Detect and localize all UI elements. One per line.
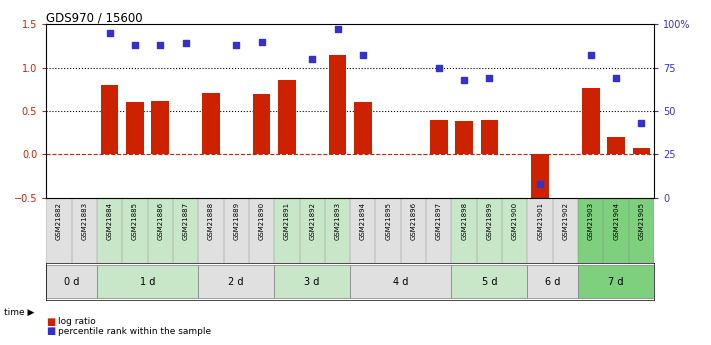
Text: 5 d: 5 d xyxy=(482,277,497,287)
Bar xyxy=(607,137,625,155)
Point xyxy=(180,40,191,46)
Text: percentile rank within the sample: percentile rank within the sample xyxy=(58,327,211,336)
Text: GSM21895: GSM21895 xyxy=(385,203,391,240)
Point xyxy=(636,120,647,126)
Bar xyxy=(46,265,97,298)
Point xyxy=(483,75,495,81)
Text: GSM21902: GSM21902 xyxy=(562,203,569,240)
Text: GSM21889: GSM21889 xyxy=(233,203,239,240)
Text: GSM21886: GSM21886 xyxy=(157,203,164,240)
Point xyxy=(535,181,546,187)
Bar xyxy=(126,102,144,155)
Text: 0 d: 0 d xyxy=(64,277,79,287)
Text: GSM21891: GSM21891 xyxy=(284,203,290,240)
Bar xyxy=(578,198,654,263)
Bar xyxy=(278,80,296,155)
Point xyxy=(357,53,368,58)
Text: GSM21890: GSM21890 xyxy=(259,203,264,240)
Text: ■: ■ xyxy=(46,317,55,326)
Bar xyxy=(451,265,528,298)
Point xyxy=(104,30,115,36)
Bar xyxy=(528,265,578,298)
Point xyxy=(306,56,318,62)
Bar xyxy=(582,88,599,155)
Text: GSM21899: GSM21899 xyxy=(486,203,493,240)
Point xyxy=(459,77,470,82)
Text: GSM21903: GSM21903 xyxy=(588,203,594,240)
Text: time ▶: time ▶ xyxy=(4,308,34,317)
Point xyxy=(433,65,444,70)
Point xyxy=(154,42,166,48)
Bar xyxy=(46,198,97,263)
Point xyxy=(230,42,242,48)
Text: GSM21884: GSM21884 xyxy=(107,203,112,240)
Bar xyxy=(633,148,651,155)
Text: GSM21883: GSM21883 xyxy=(81,203,87,240)
Text: GDS970 / 15600: GDS970 / 15600 xyxy=(46,11,143,24)
Bar xyxy=(350,198,451,263)
Text: 2 d: 2 d xyxy=(228,277,244,287)
Bar xyxy=(101,85,119,155)
Bar xyxy=(481,120,498,155)
Bar xyxy=(151,101,169,155)
Point xyxy=(129,42,141,48)
Text: GSM21896: GSM21896 xyxy=(410,203,417,240)
Text: GSM21901: GSM21901 xyxy=(537,203,543,240)
Bar xyxy=(350,265,451,298)
Text: GSM21882: GSM21882 xyxy=(56,203,62,240)
Text: GSM21904: GSM21904 xyxy=(613,203,619,240)
Text: 4 d: 4 d xyxy=(393,277,409,287)
Text: GSM21893: GSM21893 xyxy=(334,203,341,240)
Bar xyxy=(430,120,448,155)
Text: 3 d: 3 d xyxy=(304,277,320,287)
Text: GSM21894: GSM21894 xyxy=(360,203,366,240)
Bar xyxy=(578,265,654,298)
Bar xyxy=(274,198,351,263)
Point xyxy=(611,75,622,81)
Bar xyxy=(252,95,270,155)
Text: 6 d: 6 d xyxy=(545,277,560,287)
Point xyxy=(332,27,343,32)
Bar xyxy=(354,102,372,155)
Bar xyxy=(97,198,198,263)
Text: GSM21885: GSM21885 xyxy=(132,203,138,240)
Text: GSM21905: GSM21905 xyxy=(638,203,644,240)
Bar xyxy=(328,55,346,155)
Text: log ratio: log ratio xyxy=(58,317,96,326)
Bar xyxy=(274,265,351,298)
Bar xyxy=(198,265,274,298)
Text: GSM21892: GSM21892 xyxy=(309,203,315,240)
Text: GSM21897: GSM21897 xyxy=(436,203,442,240)
Text: GSM21898: GSM21898 xyxy=(461,203,467,240)
Point xyxy=(585,53,597,58)
Bar xyxy=(451,198,528,263)
Bar xyxy=(531,155,549,199)
Text: GSM21887: GSM21887 xyxy=(183,203,188,240)
Bar xyxy=(455,121,473,155)
Text: GSM21888: GSM21888 xyxy=(208,203,214,240)
Text: ■: ■ xyxy=(46,326,55,336)
Text: 7 d: 7 d xyxy=(609,277,624,287)
Text: 1 d: 1 d xyxy=(140,277,155,287)
Bar xyxy=(202,93,220,155)
Point xyxy=(256,39,267,44)
Text: GSM21900: GSM21900 xyxy=(512,203,518,240)
Bar xyxy=(528,198,578,263)
Bar xyxy=(97,265,198,298)
Bar xyxy=(198,198,274,263)
